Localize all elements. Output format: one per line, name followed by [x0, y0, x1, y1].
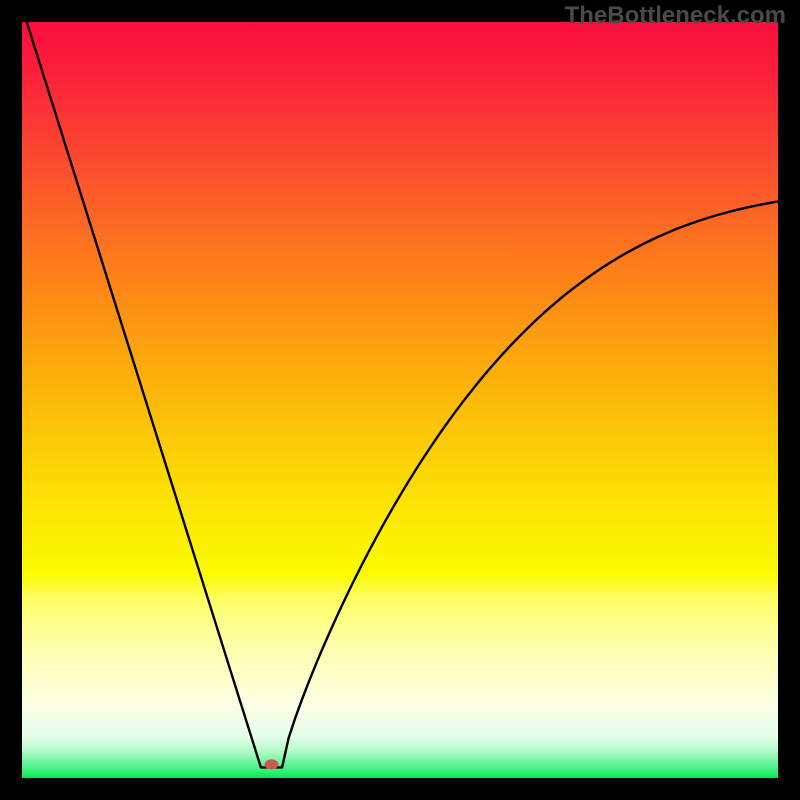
- chart-overlay: [0, 0, 800, 800]
- chart-canvas: TheBottleneck.com: [0, 0, 800, 800]
- watermark-text: TheBottleneck.com: [565, 2, 786, 30]
- vertex-marker: [264, 759, 278, 769]
- bottleneck-curve: [22, 7, 800, 768]
